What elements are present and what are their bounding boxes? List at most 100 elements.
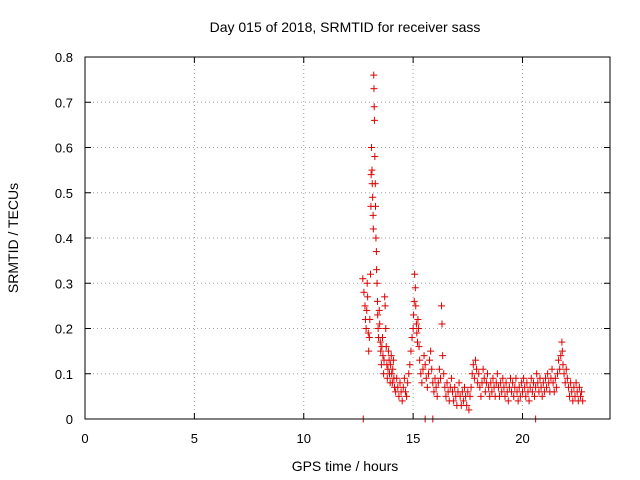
data-point [365, 347, 373, 355]
data-points [359, 71, 587, 423]
data-point [558, 347, 566, 355]
data-point [468, 370, 476, 378]
data-point [475, 370, 483, 378]
data-point [510, 392, 518, 400]
data-point [382, 325, 390, 332]
data-point [405, 370, 413, 378]
data-point [396, 379, 404, 387]
data-point [376, 320, 384, 328]
data-point [465, 406, 473, 414]
data-point [552, 383, 560, 391]
data-point [442, 392, 450, 400]
data-point [563, 374, 571, 382]
y-tick-label: 0.3 [55, 276, 73, 291]
data-point [418, 379, 426, 387]
data-point [523, 379, 531, 387]
data-point [514, 397, 522, 405]
data-point [533, 370, 541, 378]
data-point [559, 361, 567, 369]
data-point [413, 329, 421, 337]
data-point [364, 329, 372, 337]
y-tick-label: 0.4 [55, 231, 73, 246]
data-point [366, 315, 374, 323]
data-point [407, 347, 415, 355]
data-point [432, 383, 440, 391]
data-point [388, 379, 396, 387]
data-point [412, 302, 420, 310]
data-point [380, 370, 388, 378]
data-point [493, 370, 501, 378]
data-point [393, 374, 401, 382]
data-point [501, 392, 509, 400]
data-point [440, 370, 448, 378]
data-point [438, 320, 446, 328]
data-point [550, 388, 558, 396]
data-point [416, 356, 424, 364]
data-point [379, 352, 387, 360]
data-point [399, 383, 407, 391]
data-point [419, 365, 427, 373]
data-point [420, 352, 428, 360]
data-point [375, 306, 383, 314]
y-tick-label: 0 [66, 412, 73, 427]
y-tick-label: 0.1 [55, 367, 73, 382]
data-point [410, 297, 418, 305]
data-point [531, 392, 539, 400]
data-point [382, 343, 390, 351]
x-tick-label: 10 [297, 431, 311, 446]
data-point [368, 166, 376, 174]
data-point [502, 379, 510, 387]
plot-frame [84, 56, 611, 420]
data-point [450, 397, 458, 405]
data-point [372, 248, 380, 256]
data-point [374, 325, 382, 332]
data-point [376, 338, 384, 346]
tick-labels: 0 5 10 15 20 0 0.1 0.2 0.3 0.4 0.5 0.6 0.7 0.8 [55, 50, 530, 446]
data-point [551, 374, 559, 382]
data-point [451, 383, 459, 391]
data-point [369, 211, 377, 219]
data-point [489, 374, 497, 382]
data-point [543, 383, 551, 391]
data-point [459, 397, 467, 405]
data-point [370, 116, 378, 124]
data-point [426, 356, 434, 364]
data-point [433, 392, 441, 400]
data-point [362, 325, 370, 332]
data-point [576, 392, 584, 400]
chart-title: Day 015 of 2018, SRMTID for receiver sas… [210, 19, 481, 35]
data-point [471, 356, 479, 364]
data-point [520, 374, 528, 382]
data-point [555, 356, 563, 364]
data-point [414, 338, 421, 346]
data-point [395, 392, 403, 400]
data-point [544, 370, 552, 378]
data-point [436, 374, 444, 382]
data-point [401, 388, 409, 396]
data-point [509, 379, 517, 387]
data-point [410, 311, 418, 319]
data-point [388, 370, 396, 378]
data-point [572, 379, 580, 387]
data-point [548, 365, 556, 373]
data-point [379, 334, 386, 342]
data-point [360, 288, 368, 296]
data-point [373, 297, 381, 305]
y-tick-label: 0.6 [55, 141, 73, 156]
data-point [579, 397, 587, 405]
data-point [469, 361, 477, 369]
grid-lines [85, 57, 610, 419]
data-point [427, 347, 435, 355]
data-point [560, 370, 568, 378]
data-point [525, 397, 533, 405]
data-point [556, 365, 564, 373]
data-point [575, 383, 583, 391]
y-axis-label: SRMTID / TECUs [5, 183, 21, 293]
data-point [477, 392, 485, 400]
data-point [562, 365, 570, 373]
data-point [359, 275, 367, 283]
data-point [377, 347, 385, 355]
data-point [411, 270, 419, 278]
data-point [438, 302, 446, 310]
data-point [406, 361, 414, 369]
